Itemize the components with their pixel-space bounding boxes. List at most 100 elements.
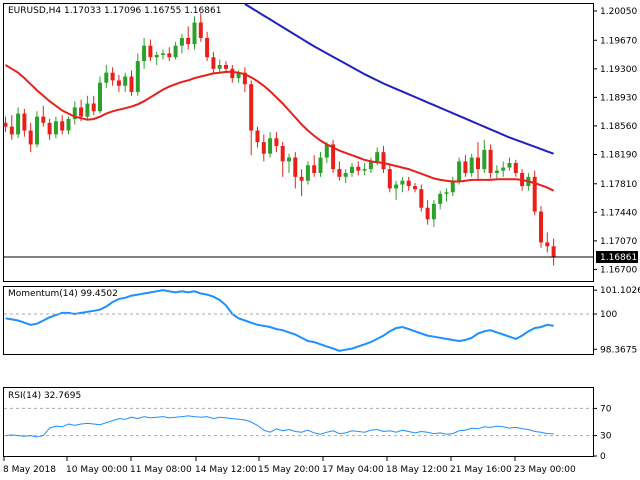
price-tick-label: 1.17810	[600, 180, 637, 190]
time-tick-label: 14 May 12:00	[195, 465, 257, 475]
candle-body	[368, 161, 373, 170]
candle-body	[299, 176, 304, 181]
main-price-ticks: 1.20050 1.19670 1.19300 1.18930 1.18560 1.181…	[593, 7, 637, 275]
candle-body	[186, 37, 191, 45]
momentum-title: Momentum(14) 99.4502	[8, 289, 118, 299]
candle-body	[482, 149, 487, 170]
time-axis-ticks: 8 May 2018 10 May 00:00 11 May 08:00 14 May…	[3, 457, 576, 475]
candle-body	[198, 22, 203, 38]
candle-body	[22, 113, 27, 131]
rsi-panel-frame	[3, 387, 594, 457]
time-tick-label: 21 May 16:00	[450, 465, 512, 475]
candle-body	[16, 113, 21, 135]
momentum-ticks: 101.1026 100 98.3675	[593, 286, 640, 355]
momentum-panel-frame	[3, 286, 594, 355]
candle-body	[305, 165, 310, 181]
momentum-tick-label: 101.1026	[600, 286, 640, 296]
time-tick-label: 10 May 00:00	[66, 465, 128, 475]
candle-body	[9, 126, 14, 135]
candle-body	[457, 161, 462, 181]
candle-body	[488, 149, 493, 173]
candle-body	[123, 76, 128, 86]
current-price-tag	[596, 251, 638, 264]
candle-body	[375, 152, 380, 162]
candle-body	[312, 165, 317, 173]
candle-body	[463, 161, 468, 173]
candle-body	[161, 53, 165, 55]
price-tick-label: 1.18190	[600, 150, 637, 160]
candle-body	[217, 64, 222, 69]
price-tick-label: 1.18560	[600, 122, 637, 132]
candle-body	[72, 107, 77, 119]
candle-body	[242, 72, 247, 85]
candle-body	[205, 37, 210, 58]
candle-body	[255, 130, 260, 143]
price-tick-label: 1.20050	[600, 7, 637, 17]
candlestick-series	[3, 13, 556, 266]
candle-body	[337, 169, 342, 177]
momentum-tick-label: 100	[600, 310, 617, 320]
candle-body	[261, 142, 266, 154]
rsi-tick-label: 0	[600, 452, 606, 462]
candle-body	[343, 172, 348, 177]
candle-body	[431, 203, 436, 220]
candle-body	[450, 180, 455, 193]
candle-body	[425, 207, 430, 220]
candle-body	[545, 242, 550, 247]
candle-body	[280, 145, 285, 162]
candle-body	[3, 122, 8, 127]
candle-body	[494, 170, 499, 173]
candle-body	[413, 186, 417, 190]
candle-body	[41, 116, 46, 123]
time-tick-label: 8 May 2018	[3, 465, 56, 475]
candle-body	[91, 103, 96, 112]
candle-body	[438, 193, 443, 204]
price-tick-label: 1.17440	[600, 208, 637, 218]
candle-body	[98, 82, 102, 112]
candle-body	[274, 138, 279, 146]
time-tick-label: 18 May 12:00	[386, 465, 448, 475]
candle-body	[406, 180, 411, 187]
candle-body	[110, 72, 115, 81]
candle-body	[539, 211, 543, 243]
candle-body	[513, 162, 518, 173]
rsi-title: RSI(14) 32.7695	[8, 391, 81, 401]
candle-body	[148, 45, 153, 58]
candle-body	[116, 80, 121, 86]
candle-body	[419, 189, 424, 208]
candle-body	[387, 169, 392, 189]
candle-body	[532, 176, 537, 212]
candle-body	[350, 166, 354, 173]
momentum-tick-label: 98.3675	[600, 345, 637, 355]
candle-body	[507, 162, 512, 168]
candle-body	[331, 144, 336, 170]
candle-body	[501, 167, 506, 171]
candle-body	[192, 22, 197, 45]
slow-moving-average-line	[244, 3, 554, 155]
current-price-value: 1.16861	[600, 253, 637, 263]
fast-moving-average-line	[4, 64, 555, 192]
main-panel-frame	[3, 3, 594, 282]
price-tick-label: 1.19300	[600, 65, 637, 75]
candle-body	[85, 103, 90, 117]
candle-body	[444, 192, 449, 194]
candle-body	[394, 184, 399, 189]
candle-body	[356, 166, 361, 171]
momentum-line	[5, 289, 554, 352]
candle-body	[66, 118, 71, 131]
time-tick-label: 23 May 00:00	[514, 465, 576, 475]
rsi-line	[5, 415, 554, 438]
candle-body	[179, 37, 184, 46]
candle-body	[47, 122, 52, 135]
candle-body	[469, 157, 474, 173]
price-tick-label: 1.18930	[600, 93, 637, 103]
candle-body	[400, 180, 405, 185]
candle-body	[230, 68, 235, 79]
price-tick-label: 1.17070	[600, 237, 637, 247]
rsi-tick-label: 70	[600, 404, 612, 414]
candle-body	[249, 84, 254, 131]
candle-body	[476, 157, 480, 170]
price-tick-label: 1.16700	[600, 265, 637, 275]
rsi-tick-label: 30	[600, 432, 612, 442]
